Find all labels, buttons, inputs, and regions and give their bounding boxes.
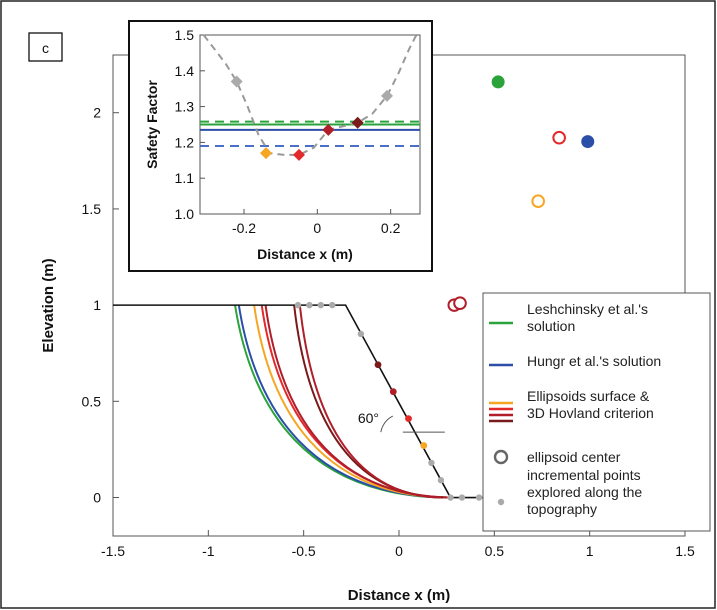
incremental-point <box>317 301 325 309</box>
inset-x-tick-label: 0 <box>313 220 321 236</box>
incremental-point <box>447 494 454 501</box>
y-tick-label: 0 <box>93 490 101 506</box>
slope-angle-label: 60° <box>358 410 379 426</box>
incremental-point <box>458 494 466 501</box>
ellipsoid-center-marker <box>453 296 467 310</box>
y-tick-label: 0.5 <box>82 393 102 409</box>
legend-swatch-dot <box>497 498 505 506</box>
legend-item: ellipsoid center <box>493 449 621 465</box>
incremental-point <box>475 494 483 501</box>
y-tick-label: 2 <box>93 105 101 121</box>
safety-factor-point <box>322 123 335 136</box>
inset-y-ticks: 1.0 1.1 1.2 1.3 1.4 1.5 <box>175 27 205 222</box>
x-tick-label: 0 <box>395 543 403 559</box>
inset-y-tick-label: 1.4 <box>175 63 195 79</box>
incremental-point-evaluated <box>405 415 412 423</box>
legend-item: Ellipsoids surface &3D Hovland criterion <box>489 388 654 423</box>
panel-label: c <box>42 40 49 56</box>
safety-factor-points <box>230 75 393 161</box>
legend-box <box>482 292 711 532</box>
ellipsoid-center-marker <box>531 194 545 209</box>
legend-label-line: Leshchinsky et al.'s <box>527 301 648 317</box>
inset-chart: -0.2 0 0.2 1.0 1.1 1.2 1.3 1.4 1.5 Distance x (… <box>128 20 433 272</box>
x-tick-label: 1.5 <box>675 543 695 559</box>
ellipsoid-centers <box>447 75 595 312</box>
slope-angle-marker: 60° <box>358 410 445 433</box>
ellipsoid-center-marker <box>552 130 566 145</box>
main-x-axis-label: Distance x (m) <box>348 587 451 604</box>
legend-label-line: explored along the <box>527 484 642 500</box>
panel-label-box: c <box>28 32 63 62</box>
inset-y-axis-label: Safety Factor <box>144 80 160 169</box>
failure-surfaces <box>234 304 451 499</box>
incremental-point <box>329 301 336 309</box>
inset-x-tick-label: -0.2 <box>232 220 256 236</box>
inset-x-ticks: -0.2 0 0.2 <box>232 209 401 236</box>
incremental-point-evaluated <box>374 361 382 369</box>
inset-y-tick-label: 1.0 <box>175 206 195 222</box>
safety-factor-point <box>293 148 305 161</box>
x-tick-label: 0.5 <box>485 543 505 559</box>
inset-x-axis-label: Distance x (m) <box>257 246 353 262</box>
incremental-point <box>428 459 435 467</box>
incremental-point <box>306 301 313 309</box>
safety-factor-point <box>381 89 393 102</box>
legend-label-line: topography <box>527 501 597 517</box>
main-y-ticks: 0 0.5 1 1.5 2 <box>82 105 119 506</box>
main-y-axis-label: Elevation (m) <box>40 258 57 352</box>
legend-label-line: solution <box>527 318 575 334</box>
x-tick-label: -1.5 <box>101 543 125 559</box>
legend-label-line: 3D Hovland criterion <box>527 405 654 421</box>
safety-factor-point <box>351 116 364 129</box>
safety-factor-point <box>230 75 243 88</box>
incremental-point-evaluated <box>420 442 428 449</box>
incremental-point <box>357 330 365 338</box>
inset-reference-lines <box>200 120 420 147</box>
ellipsoid-center-marker <box>581 135 595 149</box>
incremental-point <box>294 301 302 309</box>
legend-label-line: Ellipsoids surface & <box>527 388 650 404</box>
inset-y-tick-label: 1.2 <box>175 134 195 150</box>
y-tick-label: 1 <box>93 297 101 313</box>
legend-swatch-ring <box>493 449 509 465</box>
angle-arc <box>380 415 394 433</box>
y-tick-label: 1.5 <box>82 201 102 217</box>
inset-x-tick-label: 0.2 <box>381 220 401 236</box>
safety-factor-point <box>260 147 272 160</box>
main-x-ticks: -1.5 -1 -0.5 0 0.5 1 1.5 <box>101 530 695 559</box>
inset-y-tick-label: 1.3 <box>175 99 195 115</box>
x-tick-label: 1 <box>586 543 594 559</box>
x-tick-label: -0.5 <box>292 543 316 559</box>
legend-item: Hungr et al.'s solution <box>489 353 661 369</box>
failure-surface-curve <box>298 305 441 499</box>
legend-label-line: incremental points <box>527 467 641 483</box>
x-tick-label: -1 <box>202 543 215 559</box>
legend-label-line: ellipsoid center <box>527 449 621 465</box>
legend-label-line: Hungr et al.'s solution <box>527 353 661 369</box>
incremental-points <box>294 301 483 501</box>
inset-y-tick-label: 1.1 <box>175 170 195 186</box>
inset-y-tick-label: 1.5 <box>175 27 195 43</box>
incremental-point <box>437 477 445 484</box>
ellipsoid-center-marker <box>491 75 505 89</box>
incremental-point-evaluated <box>389 388 397 396</box>
